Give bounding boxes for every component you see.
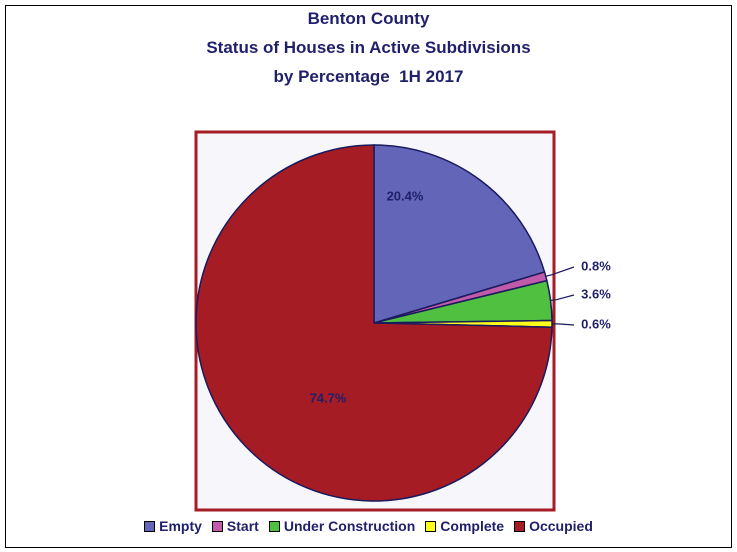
legend-label: Under Construction (283, 518, 416, 534)
slice-label-start: 0.8% (581, 258, 611, 273)
slice-label-empty: 20.4% (387, 188, 424, 203)
legend-item-occupied: Occupied (514, 518, 593, 534)
slice-label-under-construction: 3.6% (581, 286, 611, 301)
chart-subtitle-line-2: by Percentage 1H 2017 (273, 67, 464, 86)
legend-label: Empty (159, 518, 202, 534)
legend-item-empty: Empty (144, 518, 202, 534)
legend-label: Start (226, 518, 259, 534)
leader-line-under-construction (550, 294, 575, 302)
legend-swatch (144, 520, 156, 532)
chart-subtitle-line-1: Status of Houses in Active Subdivisions (206, 38, 531, 57)
legend-item-under-construction: Under Construction (268, 518, 416, 534)
leader-line-complete (551, 323, 575, 326)
legend-swatch (425, 520, 437, 532)
legend-item-start: Start (211, 518, 259, 534)
legend-swatch (514, 520, 526, 532)
legend-label: Complete (440, 518, 505, 534)
pie-slice-occupied (195, 144, 553, 502)
leader-lines (545, 266, 575, 326)
chart-title: Benton County (307, 9, 430, 28)
pie-slices (195, 144, 553, 502)
legend-item-complete: Complete (425, 518, 504, 534)
slice-label-occupied: 74.7% (310, 390, 347, 405)
slice-labels: 20.4% 0.8% 3.6% 0.6% 74.7% (310, 188, 612, 405)
legend-label: Occupied (529, 518, 593, 534)
legend: Empty Start Under Construction Complete Occu… (0, 518, 737, 534)
legend-swatch (268, 520, 280, 532)
pie-slice-empty (373, 144, 546, 325)
leader-line-start (545, 266, 575, 277)
legend-swatch (211, 520, 223, 532)
slice-label-complete: 0.6% (581, 316, 611, 331)
